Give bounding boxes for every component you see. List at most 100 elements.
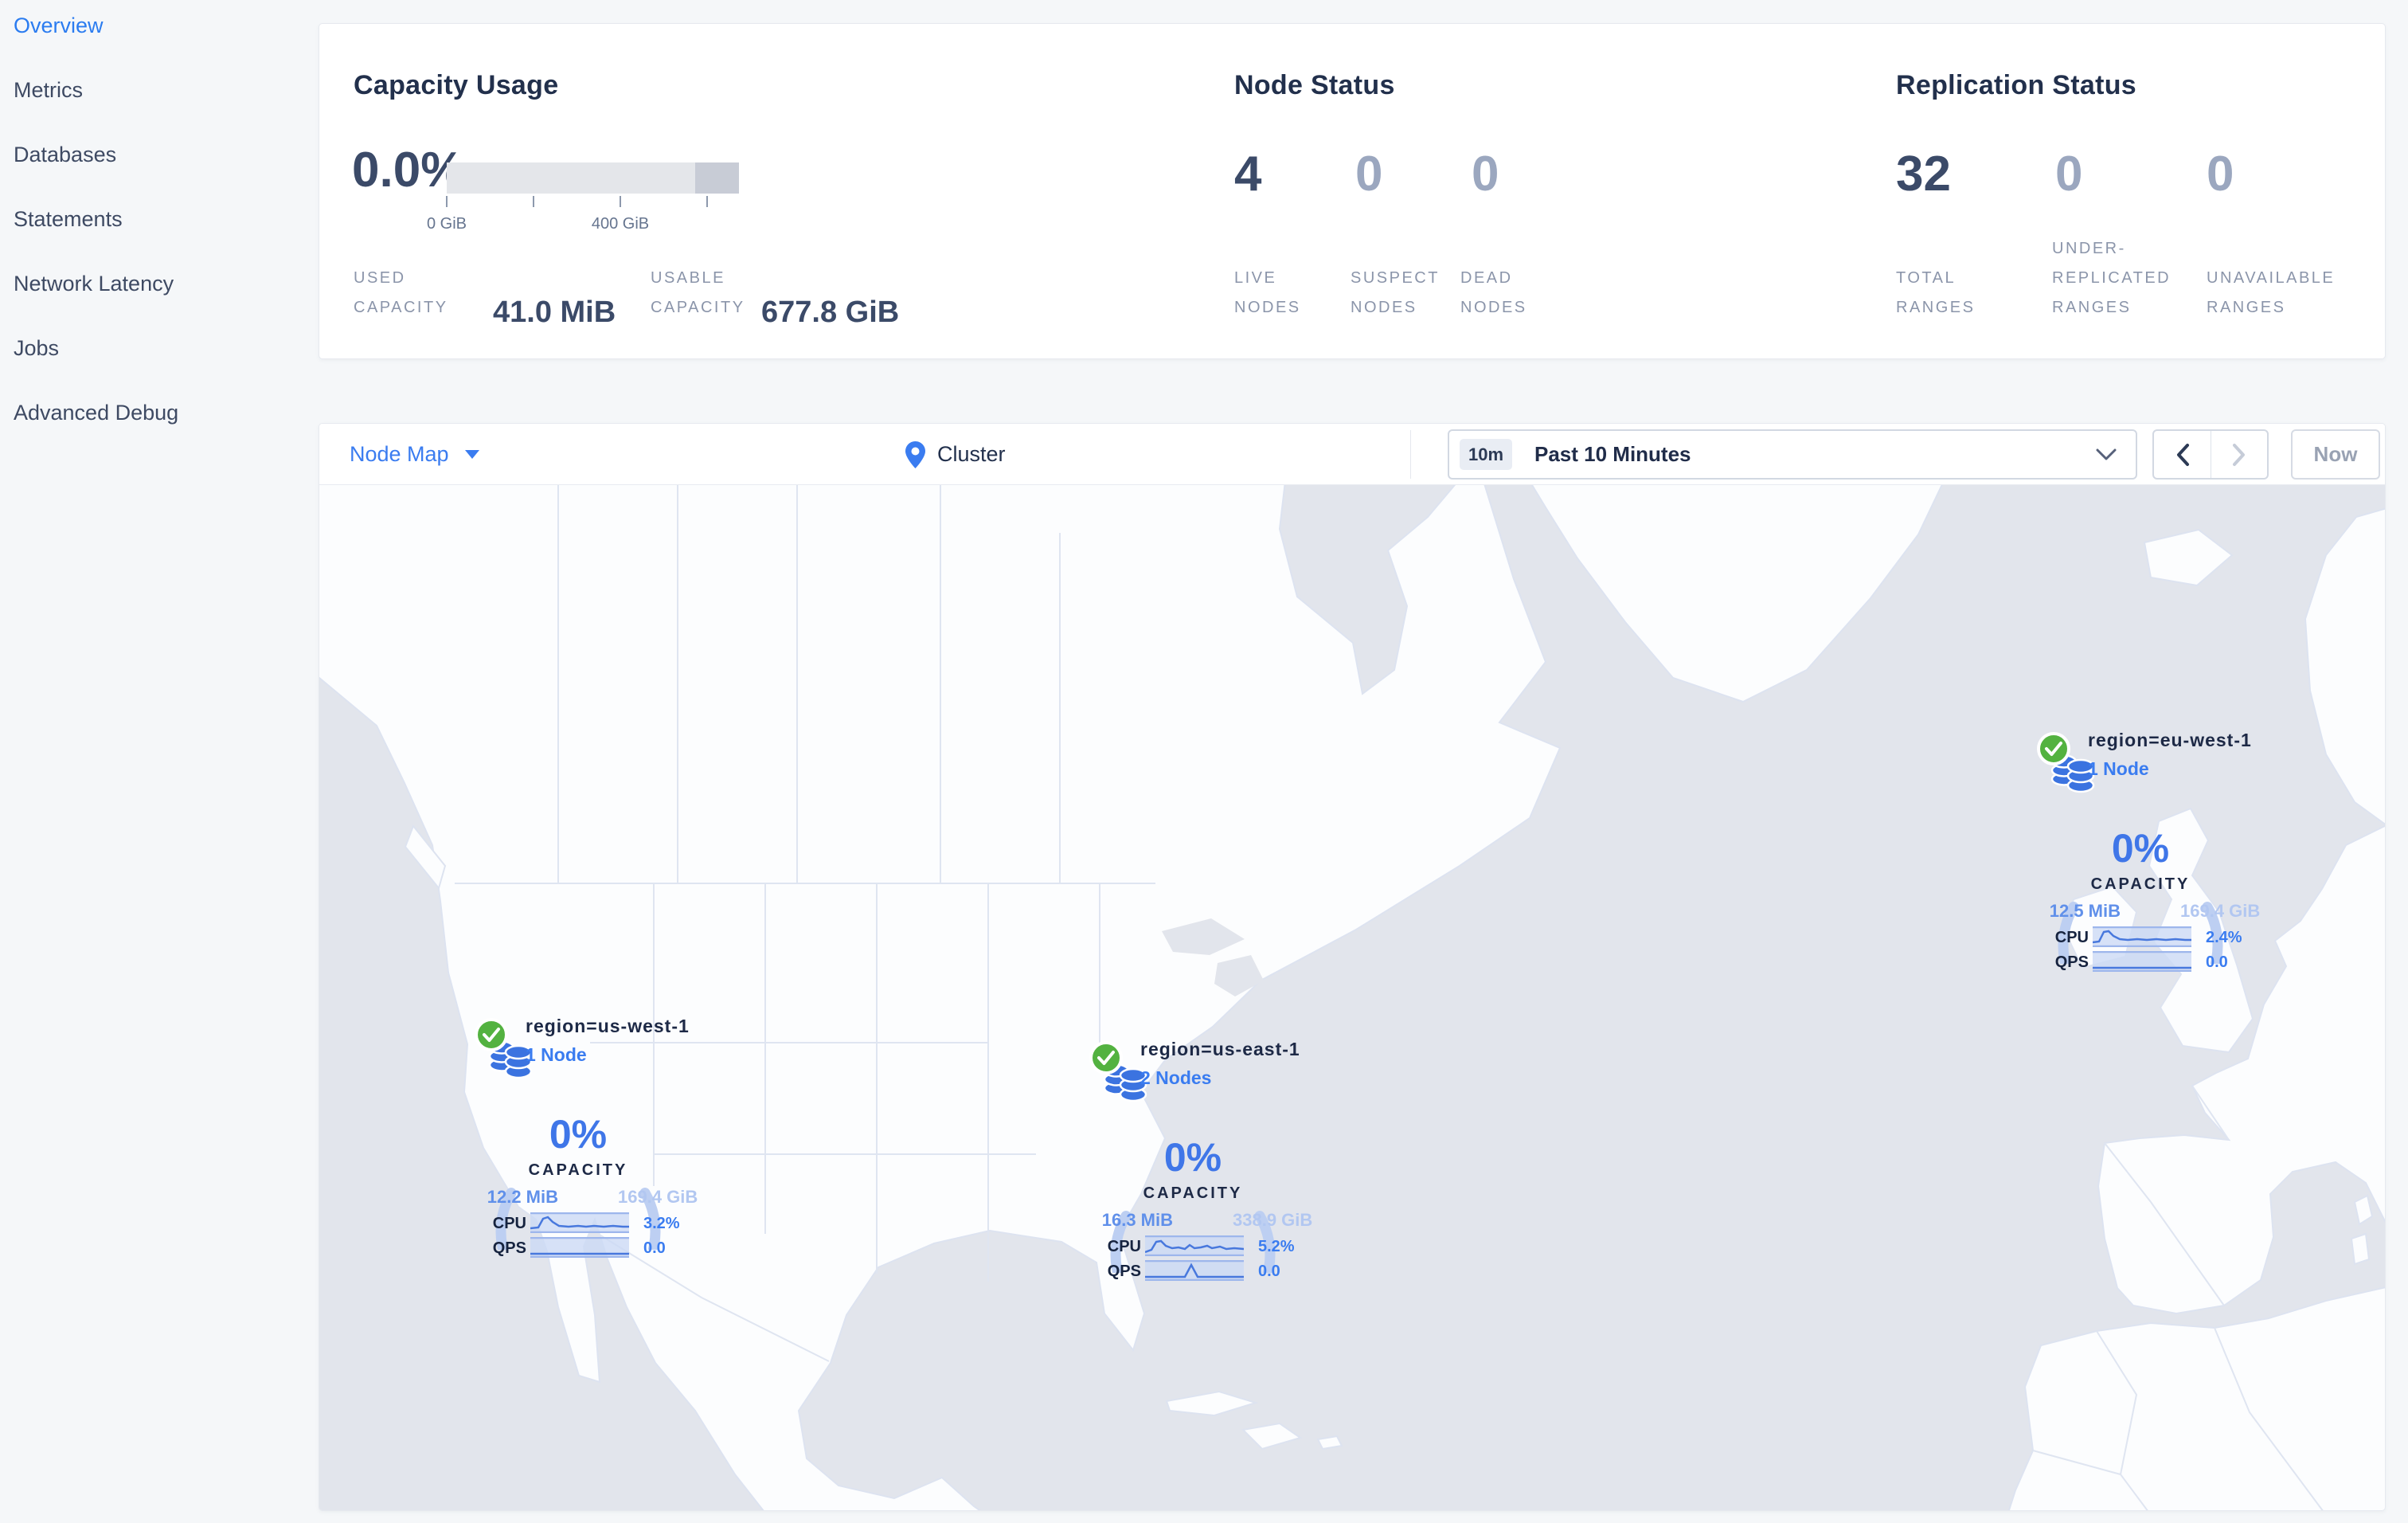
cpu-label: CPU [492,1215,526,1232]
database-stack-icon [1103,1063,1147,1102]
region-marker-eu-west-1[interactable]: region=eu-west-1 1 Node 0% CAPACITY 12.5… [1997,717,2300,992]
qps-label: QPS [492,1239,526,1257]
region-used-capacity: 16.3 MiB [1101,1210,1173,1230]
capacity-gauge: 0% CAPACITY [495,1112,661,1250]
cpu-value: 3.2% [643,1215,680,1232]
chevron-left-icon [2176,443,2189,466]
view-selector-label: Node Map [350,442,449,466]
capacity-usage-title: Capacity Usage [354,70,559,100]
sidebar-item-metrics[interactable]: Metrics [0,58,319,123]
gauge-capacity-label: CAPACITY [1143,1184,1243,1202]
region-node-count-link[interactable]: 1 Node [526,1044,587,1065]
under-replicated-label: UNDER- REPLICATED RANGES [2052,240,2172,316]
now-button-label: Now [2313,442,2358,466]
sidebar-item-network-latency[interactable]: Network Latency [0,252,319,316]
qps-sparkline [530,1237,629,1258]
live-nodes-label: LIVE NODES [1234,269,1301,316]
axis-tick [620,196,621,207]
dead-nodes-count: 0 [1472,147,1499,202]
gauge-percent: 0% [2112,826,2169,871]
capacity-used-segment [695,162,739,194]
breadcrumb-label: Cluster [937,442,1006,466]
next-time-button[interactable] [2211,431,2267,478]
land-island [2353,1194,2374,1226]
cpu-sparkline [2093,926,2191,947]
view-selector-dropdown[interactable]: Node Map [350,424,479,485]
database-stack-icon [2050,754,2095,793]
sidebar-item-advanced-debug[interactable]: Advanced Debug [0,381,319,445]
chevron-down-icon [2096,448,2117,460]
land-island [1316,1435,1343,1451]
capacity-percent: 0.0% [352,143,465,198]
total-ranges-count: 32 [1896,147,1951,202]
sidebar-item-label: Overview [14,14,104,37]
used-capacity-label: USED CAPACITY [354,269,448,316]
region-node-count-link[interactable]: 1 Node [2088,758,2149,779]
cpu-label: CPU [1107,1238,1141,1255]
sidebar-item-statements[interactable]: Statements [0,187,319,252]
sidebar-item-jobs[interactable]: Jobs [0,316,319,381]
land-europe [2097,824,2385,1315]
region-used-capacity: 12.2 MiB [487,1187,558,1207]
healthy-check-icon [475,1018,508,1051]
axis-tick-label: 0 GiB [426,215,467,233]
land-iceland [2143,528,2234,587]
prev-time-button[interactable] [2154,431,2211,478]
region-marker-us-west-1[interactable]: region=us-west-1 1 Node 0% CAPACITY 12.2… [435,1003,737,1278]
axis-tick-label: 400 GiB [591,215,650,233]
sidebar-item-label: Network Latency [14,272,174,296]
region-used-capacity: 12.5 MiB [2049,901,2121,921]
unavailable-ranges-count: 0 [2207,147,2234,202]
cpu-value: 2.4% [2206,929,2242,946]
capacity-gauge: 0% CAPACITY [2058,826,2223,964]
sidebar-item-label: Statements [14,207,123,231]
cpu-sparkline [1145,1235,1244,1256]
under-replicated-count: 0 [2055,147,2083,202]
live-nodes-count: 4 [1234,147,1262,202]
land-island [404,824,447,891]
sidebar-item-overview[interactable]: Overview [0,0,319,58]
land-hispaniola [1241,1422,1303,1451]
toolbar-divider [1410,430,1411,479]
region-name: region=us-west-1 [526,1016,690,1036]
gauge-percent: 0% [1164,1135,1222,1180]
qps-sparkline [1145,1260,1244,1281]
cluster-summary-panel: Capacity Usage 0.0% 0 GiB 400 GiB USED C… [319,23,2386,359]
capacity-gauge: 0% CAPACITY [1110,1135,1276,1273]
qps-label: QPS [2054,953,2089,971]
qps-label: QPS [1107,1263,1141,1280]
world-map[interactable]: region=us-west-1 1 Node 0% CAPACITY 12.2… [319,485,2385,1510]
sidebar-item-label: Databases [14,143,117,166]
node-status-title: Node Status [1234,70,1395,100]
region-marker-us-east-1[interactable]: region=us-east-1 2 Nodes 0% CAPACITY 16.… [1050,1026,1352,1301]
breadcrumb[interactable]: Cluster [905,424,1006,485]
database-stack-icon [488,1040,533,1079]
land-great-britain [2148,807,2254,1054]
land-cuba [1165,1390,1259,1417]
total-ranges-label: TOTAL RANGES [1896,269,1976,316]
suspect-nodes-label: SUSPECT NODES [1351,269,1440,316]
capacity-usage-bar [447,162,739,194]
map-toolbar: Node Map Cluster 10m Past 10 Minutes [319,424,2385,485]
healthy-check-icon [1089,1041,1123,1075]
land-africa [2007,1286,2385,1510]
time-step-buttons [2152,429,2269,480]
land-scandinavia [2304,507,2385,825]
dead-nodes-label: DEAD NODES [1460,269,1527,316]
time-range-dropdown[interactable]: 10m Past 10 Minutes [1448,429,2137,480]
time-range-label: Past 10 Minutes [1534,442,1691,466]
qps-value: 0.0 [2206,953,2228,971]
now-button[interactable]: Now [2291,429,2380,480]
sidebar-item-databases[interactable]: Databases [0,123,319,187]
unavailable-ranges-label: UNAVAILABLE RANGES [2207,269,2336,316]
region-total-capacity: 338.9 GiB [1233,1210,1313,1230]
time-range-badge: 10m [1460,439,1512,470]
region-node-count-link[interactable]: 2 Nodes [1140,1067,1212,1088]
axis-tick [706,196,708,207]
map-pin-icon [905,440,925,468]
sidebar-item-label: Metrics [14,78,83,102]
qps-value: 0.0 [1258,1263,1280,1280]
used-capacity-value: 41.0 MiB [493,296,616,329]
basemap-svg [319,485,2385,1510]
region-total-capacity: 169.4 GiB [2180,901,2261,921]
